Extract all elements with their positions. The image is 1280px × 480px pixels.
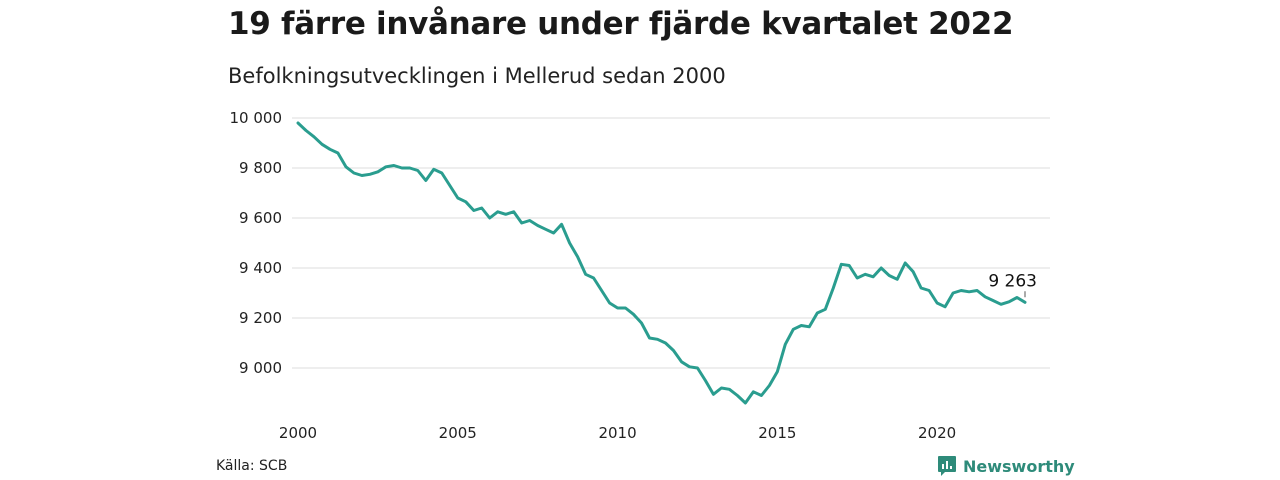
x-tick-label: 2015 [758, 424, 796, 442]
bar-chart-icon [938, 456, 956, 476]
x-tick-label: 2010 [598, 424, 636, 442]
y-tick-label: 9 400 [239, 259, 282, 277]
chart-subtitle: Befolkningsutvecklingen i Mellerud sedan… [228, 64, 726, 88]
last-value-label: 9 263 [988, 271, 1037, 291]
brand-name: Newsworthy [963, 456, 1075, 476]
chart-title: 19 färre invånare under fjärde kvartalet… [228, 6, 1014, 42]
y-tick-label: 9 600 [239, 209, 282, 227]
source-note: Källa: SCB [216, 458, 288, 474]
x-tick-label: 2005 [439, 424, 477, 442]
y-tick-label: 10 000 [230, 109, 283, 127]
x-tick-label: 2000 [279, 424, 317, 442]
y-tick-label: 9 000 [239, 359, 282, 377]
y-tick-label: 9 800 [239, 159, 282, 177]
series-line [296, 121, 1027, 405]
y-tick-label: 9 200 [239, 309, 282, 327]
brand-logo: Newsworthy [937, 455, 1075, 477]
x-tick-label: 2020 [918, 424, 956, 442]
